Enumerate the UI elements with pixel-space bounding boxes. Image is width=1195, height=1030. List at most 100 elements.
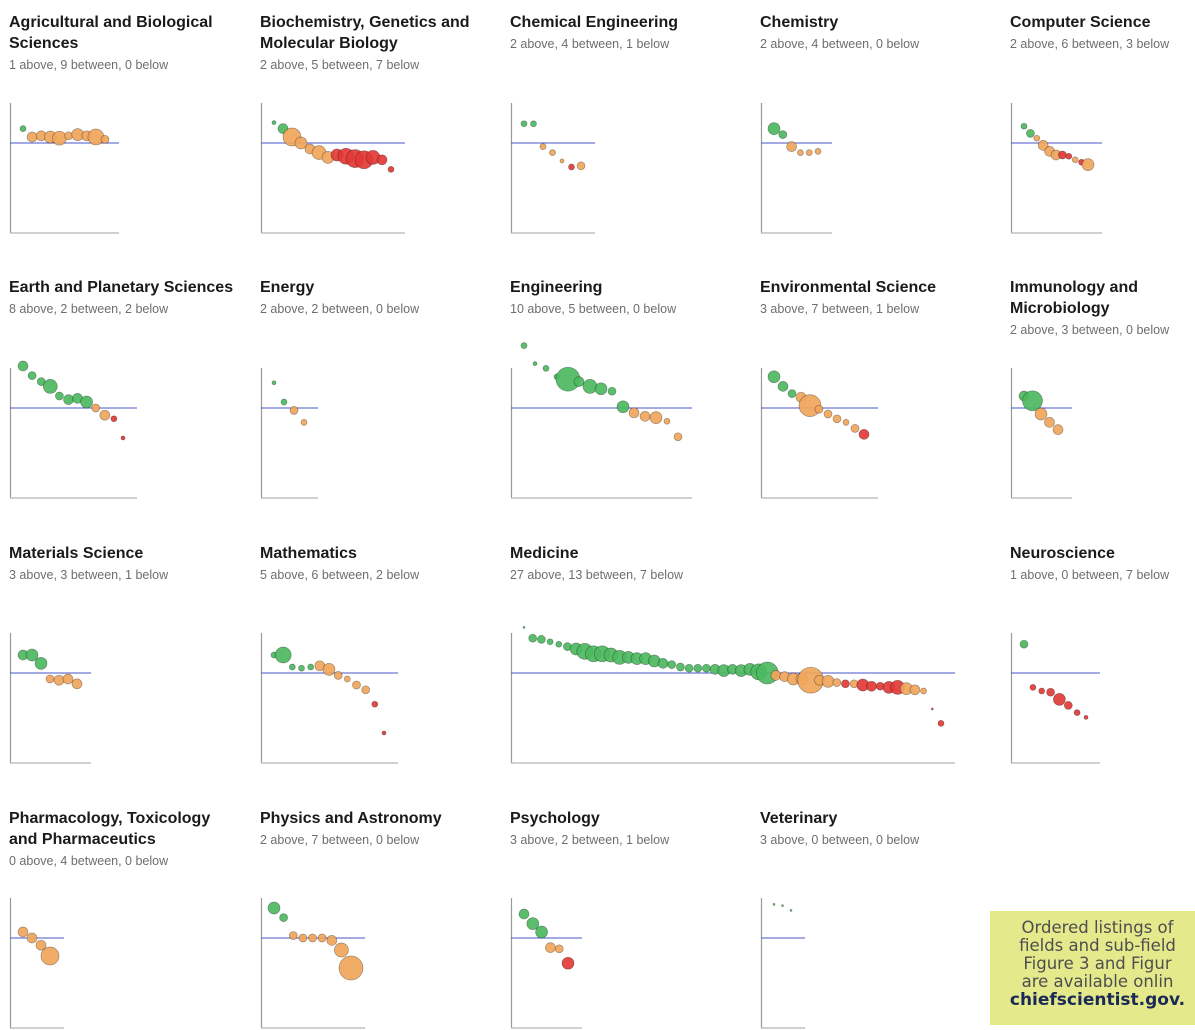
data-point-above (607, 386, 617, 396)
note-line-1: Ordered listings of (1021, 918, 1174, 937)
data-point-between (62, 673, 74, 685)
online-listing-note: Ordered listings of fields and sub-field… (990, 911, 1195, 1025)
panel-energy: Energy 2 above, 2 between, 0 below (260, 277, 500, 318)
data-point-below (1065, 152, 1073, 160)
data-point-above (520, 120, 528, 128)
data-point-above (271, 120, 277, 125)
panel-psychology: Psychology 3 above, 2 between, 1 below (510, 808, 750, 849)
chart-subtitle: 10 above, 5 between, 0 below (510, 302, 677, 316)
chart-subtitle: 2 above, 3 between, 0 below (1010, 323, 1170, 337)
chart-subtitle: 2 above, 2 between, 0 below (260, 302, 420, 316)
data-point-between (539, 143, 547, 150)
data-point-above (777, 381, 789, 392)
data-point-above (772, 903, 776, 906)
plot-environmental-science (760, 368, 878, 499)
data-point-above (36, 377, 46, 386)
chart-subtitle: 3 above, 0 between, 0 below (760, 833, 920, 847)
data-point-above (532, 361, 538, 366)
chart-title: Mathematics (260, 545, 357, 562)
data-point-below (561, 956, 575, 970)
chart-subtitle: 0 above, 4 between, 0 below (9, 854, 169, 868)
plot-chemical-engineering (510, 103, 595, 234)
data-point-below (371, 700, 379, 708)
data-point-between (352, 680, 361, 690)
data-point-between (554, 944, 564, 954)
data-point-between (576, 161, 586, 171)
data-point-above (520, 342, 528, 349)
data-point-below (120, 435, 126, 441)
chart-subtitle: 27 above, 13 between, 7 below (510, 568, 684, 582)
data-point-above (274, 646, 292, 664)
data-point-between (673, 432, 683, 442)
data-point-above (693, 663, 703, 673)
data-point-above (55, 391, 64, 401)
data-point-above (789, 909, 793, 912)
data-point-above (684, 663, 694, 673)
data-point-below (858, 429, 870, 440)
data-point-between (786, 141, 797, 152)
data-point-between (298, 933, 308, 943)
data-point-above (25, 648, 39, 662)
data-point-between (71, 678, 83, 690)
data-point-above (34, 657, 48, 670)
chart-subtitle: 3 above, 3 between, 1 below (9, 568, 169, 582)
data-point-above (555, 640, 563, 648)
data-point-above (573, 376, 585, 387)
chart-title: Neuroscience (1010, 545, 1115, 562)
data-point-below (841, 679, 850, 689)
data-point-below (866, 680, 877, 692)
data-point-between (1034, 407, 1048, 421)
chart-title: Biochemistry, Genetics and Molecular Bio… (260, 14, 470, 52)
chart-title: Chemistry (760, 14, 839, 31)
data-point-below (110, 415, 118, 423)
data-point-above (767, 122, 781, 135)
data-point-between (17, 926, 29, 938)
data-point-between (663, 417, 671, 425)
data-point-between (334, 942, 349, 958)
data-point-above (546, 638, 554, 646)
chart-subtitle: 3 above, 2 between, 1 below (510, 833, 670, 847)
data-point-between (639, 411, 651, 422)
chart-title: Agricultural and Biological Sciences (9, 14, 213, 52)
data-point-between (909, 684, 921, 696)
plot-engineering (510, 342, 692, 499)
data-point-below (1046, 687, 1055, 697)
panel-biochemistry-genetics-and-molecular-biology: Biochemistry, Genetics and Molecular Bio… (260, 12, 500, 74)
data-point-between (361, 685, 371, 695)
data-point-between (308, 933, 317, 943)
plot-medicine (510, 626, 955, 764)
plot-neuroscience (1010, 633, 1100, 764)
data-point-above (542, 365, 550, 372)
plot-mathematics (260, 633, 398, 764)
data-point-between (100, 135, 110, 144)
chart-subtitle: 2 above, 6 between, 3 below (1010, 37, 1170, 51)
panel-environmental-science: Environmental Science 3 above, 7 between,… (760, 277, 1000, 318)
data-point-between (322, 663, 336, 676)
data-point-below (1063, 701, 1073, 710)
data-point-above (63, 394, 74, 405)
data-point-above (280, 398, 288, 406)
data-point-below (1083, 715, 1089, 720)
data-point-above (518, 908, 530, 920)
panel-medicine: Medicine 27 above, 13 between, 7 below (510, 543, 750, 584)
plot-immunology-and-microbiology (1010, 368, 1072, 499)
data-point-between (850, 424, 860, 433)
chart-subtitle: 2 above, 7 between, 0 below (260, 833, 420, 847)
panel-agricultural-and-biological-sciences: Agricultural and Biological Sciences 1 ab… (9, 12, 249, 74)
note-url-link[interactable]: chiefscientist.gov. (1009, 990, 1186, 1010)
data-point-between (288, 931, 298, 940)
data-point-above (42, 379, 58, 394)
data-point-between (326, 935, 338, 946)
chart-title: Earth and Planetary Sciences (9, 279, 234, 296)
chart-title: Chemical Engineering (510, 14, 679, 31)
chart-title: Materials Science (9, 545, 144, 562)
data-point-above (1022, 390, 1043, 412)
data-point-above (271, 380, 277, 386)
data-point-above (530, 120, 537, 128)
data-point-below (1053, 693, 1066, 706)
plot-energy (260, 368, 318, 499)
data-point-above (778, 130, 788, 139)
data-point-between (343, 675, 351, 683)
data-point-above (781, 904, 784, 907)
data-point-between (842, 419, 850, 426)
